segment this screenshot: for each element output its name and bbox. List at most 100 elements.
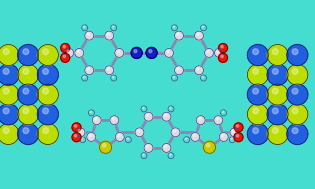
Circle shape xyxy=(78,130,81,132)
Circle shape xyxy=(37,123,58,144)
Circle shape xyxy=(253,68,259,74)
Circle shape xyxy=(111,75,117,81)
Circle shape xyxy=(162,112,171,121)
Circle shape xyxy=(80,137,86,143)
Circle shape xyxy=(65,48,74,57)
Circle shape xyxy=(272,88,278,94)
Circle shape xyxy=(105,31,114,40)
Circle shape xyxy=(267,64,288,85)
Circle shape xyxy=(253,128,259,134)
Circle shape xyxy=(102,144,106,147)
Circle shape xyxy=(292,49,298,55)
Circle shape xyxy=(201,75,207,81)
Circle shape xyxy=(112,76,114,78)
Circle shape xyxy=(142,107,144,109)
Circle shape xyxy=(196,116,205,125)
Circle shape xyxy=(115,48,124,57)
Circle shape xyxy=(253,49,259,55)
Circle shape xyxy=(105,66,114,75)
Circle shape xyxy=(177,67,179,70)
Circle shape xyxy=(131,47,142,58)
Circle shape xyxy=(83,76,85,78)
Circle shape xyxy=(167,50,169,53)
Circle shape xyxy=(236,125,239,127)
Circle shape xyxy=(63,45,66,48)
Circle shape xyxy=(112,26,114,28)
Circle shape xyxy=(43,108,49,114)
Circle shape xyxy=(0,45,19,66)
Circle shape xyxy=(184,137,190,143)
Circle shape xyxy=(292,88,298,94)
Circle shape xyxy=(111,25,117,31)
Circle shape xyxy=(168,153,174,159)
Circle shape xyxy=(287,64,308,85)
Circle shape xyxy=(222,111,224,113)
Circle shape xyxy=(18,84,39,105)
Circle shape xyxy=(67,50,70,53)
Circle shape xyxy=(146,145,149,148)
Circle shape xyxy=(43,68,49,74)
Circle shape xyxy=(115,132,124,141)
Circle shape xyxy=(135,128,144,137)
Circle shape xyxy=(0,84,19,105)
Circle shape xyxy=(194,31,203,40)
Circle shape xyxy=(125,137,131,143)
Circle shape xyxy=(141,153,147,159)
Circle shape xyxy=(144,112,153,121)
Circle shape xyxy=(219,53,227,62)
Circle shape xyxy=(83,26,85,28)
Circle shape xyxy=(234,133,243,142)
Circle shape xyxy=(43,88,49,94)
Circle shape xyxy=(267,84,288,105)
Circle shape xyxy=(219,43,227,53)
Circle shape xyxy=(142,154,144,156)
Circle shape xyxy=(173,76,175,78)
Circle shape xyxy=(107,67,110,70)
Circle shape xyxy=(231,138,232,140)
Circle shape xyxy=(23,68,29,74)
Circle shape xyxy=(175,66,184,75)
Circle shape xyxy=(43,128,49,134)
Circle shape xyxy=(221,55,223,58)
Circle shape xyxy=(191,132,200,141)
Circle shape xyxy=(217,50,219,53)
Circle shape xyxy=(3,68,9,74)
Circle shape xyxy=(89,110,94,116)
Circle shape xyxy=(175,31,184,40)
Circle shape xyxy=(37,84,58,105)
Circle shape xyxy=(82,25,88,31)
Circle shape xyxy=(63,55,66,58)
Circle shape xyxy=(87,33,89,35)
Circle shape xyxy=(197,67,199,70)
Circle shape xyxy=(164,48,174,57)
Circle shape xyxy=(267,45,288,66)
Circle shape xyxy=(173,26,175,28)
Circle shape xyxy=(216,118,219,120)
Circle shape xyxy=(177,33,179,35)
Circle shape xyxy=(0,123,19,144)
Circle shape xyxy=(76,128,85,137)
Circle shape xyxy=(87,132,96,141)
Circle shape xyxy=(0,104,19,125)
Circle shape xyxy=(144,143,153,152)
Circle shape xyxy=(117,134,120,137)
Circle shape xyxy=(37,104,58,125)
Circle shape xyxy=(43,49,49,55)
Circle shape xyxy=(287,84,308,105)
Circle shape xyxy=(3,108,9,114)
Circle shape xyxy=(87,67,89,70)
Circle shape xyxy=(112,118,115,120)
Circle shape xyxy=(85,31,94,40)
Circle shape xyxy=(292,128,298,134)
Circle shape xyxy=(162,143,171,152)
Circle shape xyxy=(61,53,70,62)
Circle shape xyxy=(247,45,268,66)
Circle shape xyxy=(18,123,39,144)
Circle shape xyxy=(89,134,92,137)
Circle shape xyxy=(287,104,308,125)
Circle shape xyxy=(253,88,259,94)
Circle shape xyxy=(0,64,19,85)
Circle shape xyxy=(221,45,223,48)
Circle shape xyxy=(202,26,204,28)
Circle shape xyxy=(292,68,298,74)
